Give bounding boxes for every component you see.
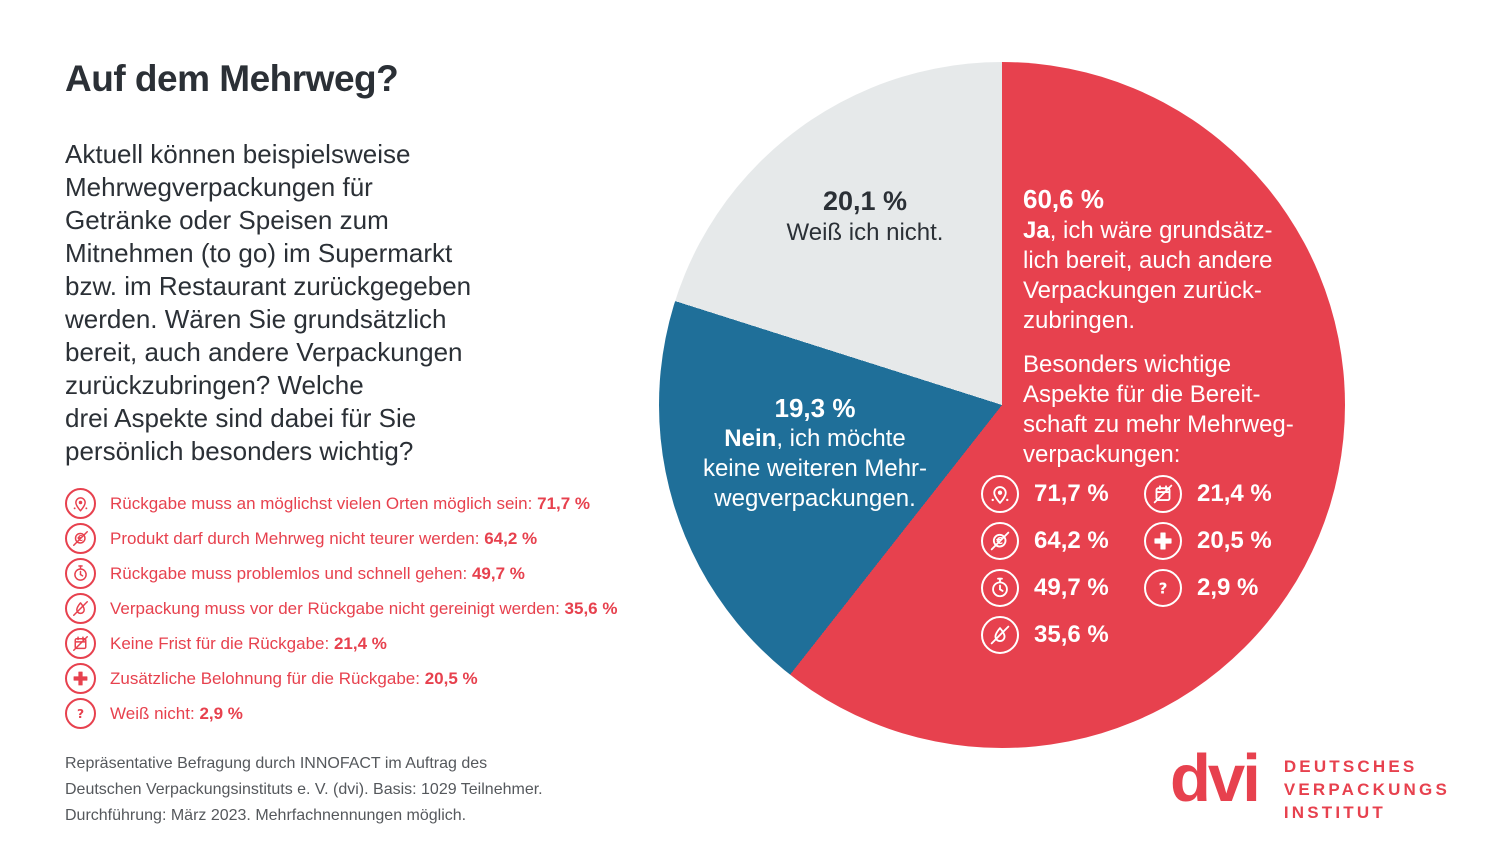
grid-row: 71,7 %: [981, 470, 1109, 517]
pie-chart: 20,1 % Weiß ich nicht. 60,6 % Ja, ich wä…: [659, 62, 1345, 748]
stopwatch-icon: [65, 558, 96, 589]
aspect-value: 2,9 %: [199, 703, 243, 723]
aspect-row: Keine Frist für die Rückgabe: 21,4 %: [65, 628, 675, 659]
aspect-label: Keine Frist für die Rückgabe:: [110, 633, 330, 653]
aspect-label: Verpackung muss vor der Rückgabe nicht g…: [110, 598, 560, 618]
aspect-label: Weiß nicht:: [110, 703, 195, 723]
aspects-grid: 71,7 % 64,2 % 49,7 % 35,6 % 21,4 %: [981, 470, 1361, 670]
aspect-value: 64,2 %: [484, 528, 538, 548]
question-icon: [65, 698, 96, 729]
page-title: Auf dem Mehrweg?: [65, 58, 399, 99]
aspect-row: Zusätzliche Belohnung für die Rückgabe: …: [65, 663, 675, 694]
aspects-grid-left: 71,7 % 64,2 % 49,7 % 35,6 %: [981, 470, 1109, 658]
slice-value: 19,3 %: [774, 393, 856, 423]
dvi-logo-mark: dvi: [1170, 741, 1261, 816]
grid-value: 71,7 %: [1034, 479, 1109, 507]
grid-row: 20,5 %: [1144, 517, 1272, 564]
aspect-row: Rückgabe muss an möglichst vielen Orten …: [65, 488, 675, 519]
grid-row: 49,7 %: [981, 564, 1109, 611]
aspects-heading: Besonders wichtige Aspekte für die Berei…: [1023, 351, 1294, 468]
question-icon: [1144, 568, 1182, 607]
reward-plus-icon: [65, 663, 96, 694]
aspect-value: 21,4 %: [333, 633, 387, 653]
aspect-label: Rückgabe muss an möglichst vielen Orten …: [110, 493, 533, 513]
aspects-grid-right: 21,4 % 20,5 % 2,9 %: [1144, 470, 1272, 611]
location-pin-icon: [981, 474, 1019, 513]
survey-footnote: Repräsentative Befragung durch INNOFACT …: [65, 755, 543, 824]
grid-value: 21,4 %: [1197, 479, 1272, 507]
stopwatch-icon: [981, 568, 1019, 607]
slice-text: Weiß ich nicht.: [786, 219, 944, 246]
aspect-row: Produkt darf durch Mehrweg nicht teurer …: [65, 523, 675, 554]
grid-value: 2,9 %: [1197, 573, 1259, 601]
slice-label-ja: 60,6 % Ja, ich wäre grundsätz- lich bere…: [1023, 182, 1294, 470]
left-column: Auf dem Mehrweg? Aktuell können beispiel…: [65, 57, 675, 829]
dvi-logo: dvi DEUTSCHES VERPACKUNGS INSTITUT: [1170, 741, 1450, 824]
dvi-logo-text: DEUTSCHES VERPACKUNGS INSTITUT: [1283, 757, 1450, 822]
grid-row: 21,4 %: [1144, 470, 1272, 517]
no-cleaning-icon: [981, 615, 1019, 654]
grid-value: 49,7 %: [1034, 573, 1109, 601]
slice-value: 60,6 %: [1023, 184, 1104, 214]
no-extra-cost-icon: [981, 521, 1019, 560]
no-deadline-icon: [1144, 474, 1182, 513]
slice-text: Ja, ich wäre grundsätz- lich bereit, auc…: [1023, 217, 1273, 334]
aspect-row: Weiß nicht: 2,9 %: [65, 698, 675, 729]
grid-row: 2,9 %: [1144, 564, 1272, 611]
no-deadline-icon: [65, 628, 96, 659]
aspect-label: Zusätzliche Belohnung für die Rückgabe:: [110, 668, 420, 688]
aspect-value: 35,6 %: [564, 598, 618, 618]
aspect-row: Rückgabe muss problemlos und schnell geh…: [65, 558, 675, 589]
grid-value: 20,5 %: [1197, 526, 1272, 554]
aspect-label: Rückgabe muss problemlos und schnell geh…: [110, 563, 468, 583]
no-cleaning-icon: [65, 593, 96, 624]
slice-label-weiss-ich-nicht: 20,1 % Weiß ich nicht.: [715, 184, 1015, 248]
location-pin-icon: [65, 488, 96, 519]
no-extra-cost-icon: [65, 523, 96, 554]
aspect-value: 49,7 %: [471, 563, 525, 583]
aspect-label: Produkt darf durch Mehrweg nicht teurer …: [110, 528, 480, 548]
aspect-value: 71,7 %: [537, 493, 591, 513]
grid-value: 64,2 %: [1034, 526, 1109, 554]
slice-value: 20,1 %: [822, 186, 908, 216]
slice-label-nein: 19,3 % Nein, ich möchte keine weiteren M…: [659, 392, 971, 514]
slice-text: Nein, ich möchte keine weiteren Mehr- we…: [702, 425, 928, 512]
grid-row: 35,6 %: [981, 611, 1109, 658]
grid-row: 64,2 %: [981, 517, 1109, 564]
aspect-value: 20,5 %: [424, 668, 478, 688]
grid-value: 35,6 %: [1034, 620, 1109, 648]
reward-plus-icon: [1144, 521, 1182, 560]
intro-text: Aktuell können beispielsweise Mehrwegver…: [65, 139, 472, 466]
aspect-row: Verpackung muss vor der Rückgabe nicht g…: [65, 593, 675, 624]
aspects-list: Rückgabe muss an möglichst vielen Orten …: [65, 488, 675, 729]
